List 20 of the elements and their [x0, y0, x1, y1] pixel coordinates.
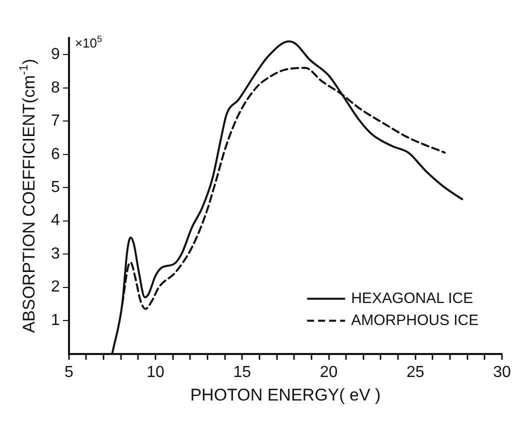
y-tick-label: 2 [50, 278, 60, 296]
x-tick-label: 10 [146, 364, 165, 381]
legend-label: HEXAGONAL ICE [351, 290, 474, 307]
x-tick-label: 5 [64, 364, 74, 381]
y-axis-title: ABSORPTION COEFFICIENT(cm-1) [16, 58, 39, 333]
y-tick-label: 3 [50, 245, 60, 262]
y-tick-label: 8 [50, 79, 60, 96]
legend-label: AMORPHOUS ICE [351, 312, 479, 329]
x-tick-label: 20 [320, 364, 338, 381]
y-tick-label: 6 [50, 146, 60, 163]
x-axis-title: PHOTON ENERGY( eV ) [190, 385, 381, 404]
y-tick-label: 4 [50, 212, 60, 230]
x-tick-label: 30 [493, 364, 511, 381]
line-series [121, 66, 446, 310]
y-tick-label: 1 [50, 312, 60, 329]
y-tick-label: 9 [50, 46, 60, 64]
y-tick-label: 5 [50, 178, 60, 196]
y-tick-label: 7 [50, 112, 60, 130]
x-tick-label: 15 [233, 364, 252, 381]
x-tick-label: 25 [406, 364, 424, 381]
